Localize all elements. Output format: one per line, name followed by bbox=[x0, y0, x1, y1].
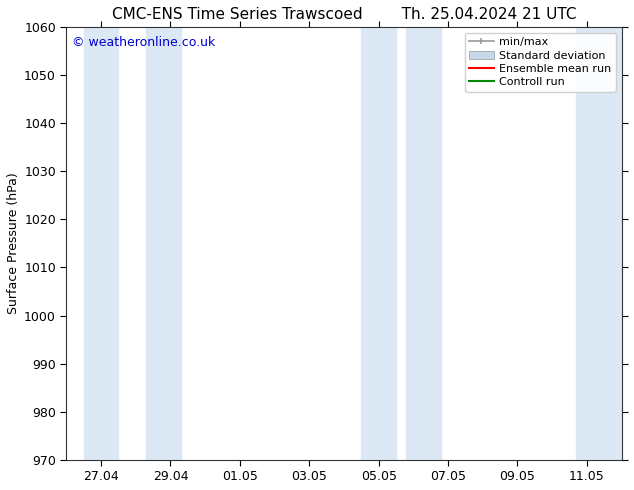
Bar bbox=[84, 27, 119, 460]
Title: CMC-ENS Time Series Trawscoed        Th. 25.04.2024 21 UTC: CMC-ENS Time Series Trawscoed Th. 25.04.… bbox=[112, 7, 576, 22]
Bar bbox=[576, 27, 621, 460]
Legend: min/max, Standard deviation, Ensemble mean run, Controll run: min/max, Standard deviation, Ensemble me… bbox=[465, 33, 616, 92]
Bar bbox=[406, 27, 441, 460]
Bar bbox=[146, 27, 181, 460]
Text: © weatheronline.co.uk: © weatheronline.co.uk bbox=[72, 36, 215, 49]
Y-axis label: Surface Pressure (hPa): Surface Pressure (hPa) bbox=[7, 172, 20, 314]
Bar bbox=[361, 27, 396, 460]
